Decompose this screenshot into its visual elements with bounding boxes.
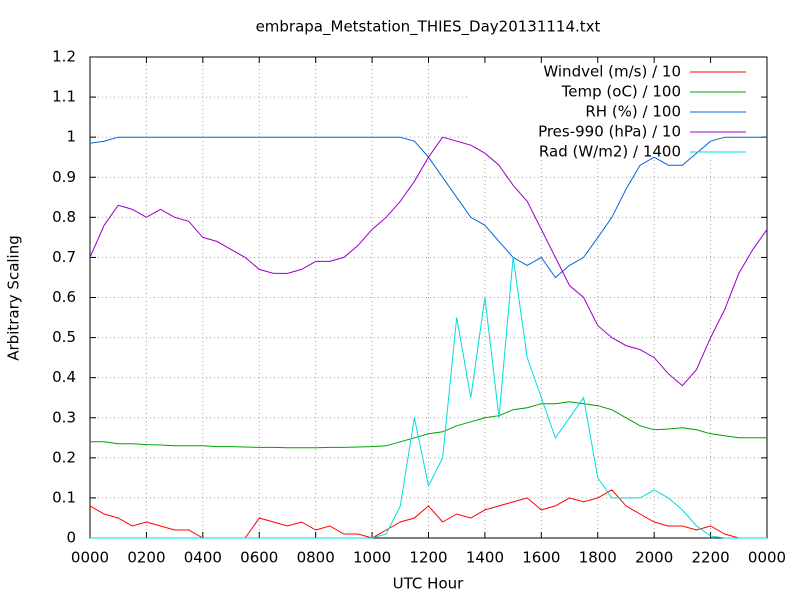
x-axis-label: UTC Hour <box>393 575 464 593</box>
y-tick-label: 0 <box>66 529 76 547</box>
x-tick-label: 0400 <box>184 549 222 567</box>
legend-label: Rad (W/m2) / 1400 <box>539 143 681 161</box>
chart-title: embrapa_Metstation_THIES_Day20131114.txt <box>256 18 601 37</box>
y-tick-label: 1.2 <box>52 48 76 66</box>
x-tick-label: 1400 <box>466 549 504 567</box>
x-tick-label: 0000 <box>71 549 109 567</box>
x-tick-label: 2000 <box>635 549 673 567</box>
y-tick-label: 0.3 <box>52 408 76 426</box>
x-tick-label: 1800 <box>579 549 617 567</box>
y-tick-label: 0.2 <box>52 448 76 466</box>
y-tick-label: 1 <box>66 128 76 146</box>
y-tick-label: 0.9 <box>52 168 76 186</box>
x-tick-label: 1000 <box>353 549 391 567</box>
plot-frame <box>89 56 768 539</box>
data-line <box>90 401 767 449</box>
y-tick-label: 0.7 <box>52 248 76 266</box>
y-tick-label: 0.1 <box>52 488 76 506</box>
y-tick-label: 0.8 <box>52 208 76 226</box>
legend-label: Temp (oC) / 100 <box>561 83 681 101</box>
legend-label: Windvel (m/s) / 10 <box>543 63 681 81</box>
x-tick-label: 0600 <box>240 549 278 567</box>
x-tick-label: 0000 <box>748 549 786 567</box>
y-axis-label: Arbitrary Scaling <box>5 235 23 361</box>
x-tick-label: 0800 <box>297 549 335 567</box>
y-tick-label: 0.6 <box>52 288 76 306</box>
y-tick-label: 1.1 <box>52 88 76 106</box>
x-tick-label: 2200 <box>691 549 729 567</box>
legend-label: Pres-990 (hPa) / 10 <box>538 123 681 141</box>
x-tick-label: 1200 <box>409 549 447 567</box>
data-line <box>89 136 768 387</box>
y-tick-label: 0.5 <box>52 328 76 346</box>
data-line <box>90 257 767 539</box>
x-tick-label: 0200 <box>127 549 165 567</box>
x-tick-label: 1600 <box>522 549 560 567</box>
y-tick-label: 0.4 <box>52 368 76 386</box>
legend-label: RH (%) / 100 <box>585 103 681 121</box>
